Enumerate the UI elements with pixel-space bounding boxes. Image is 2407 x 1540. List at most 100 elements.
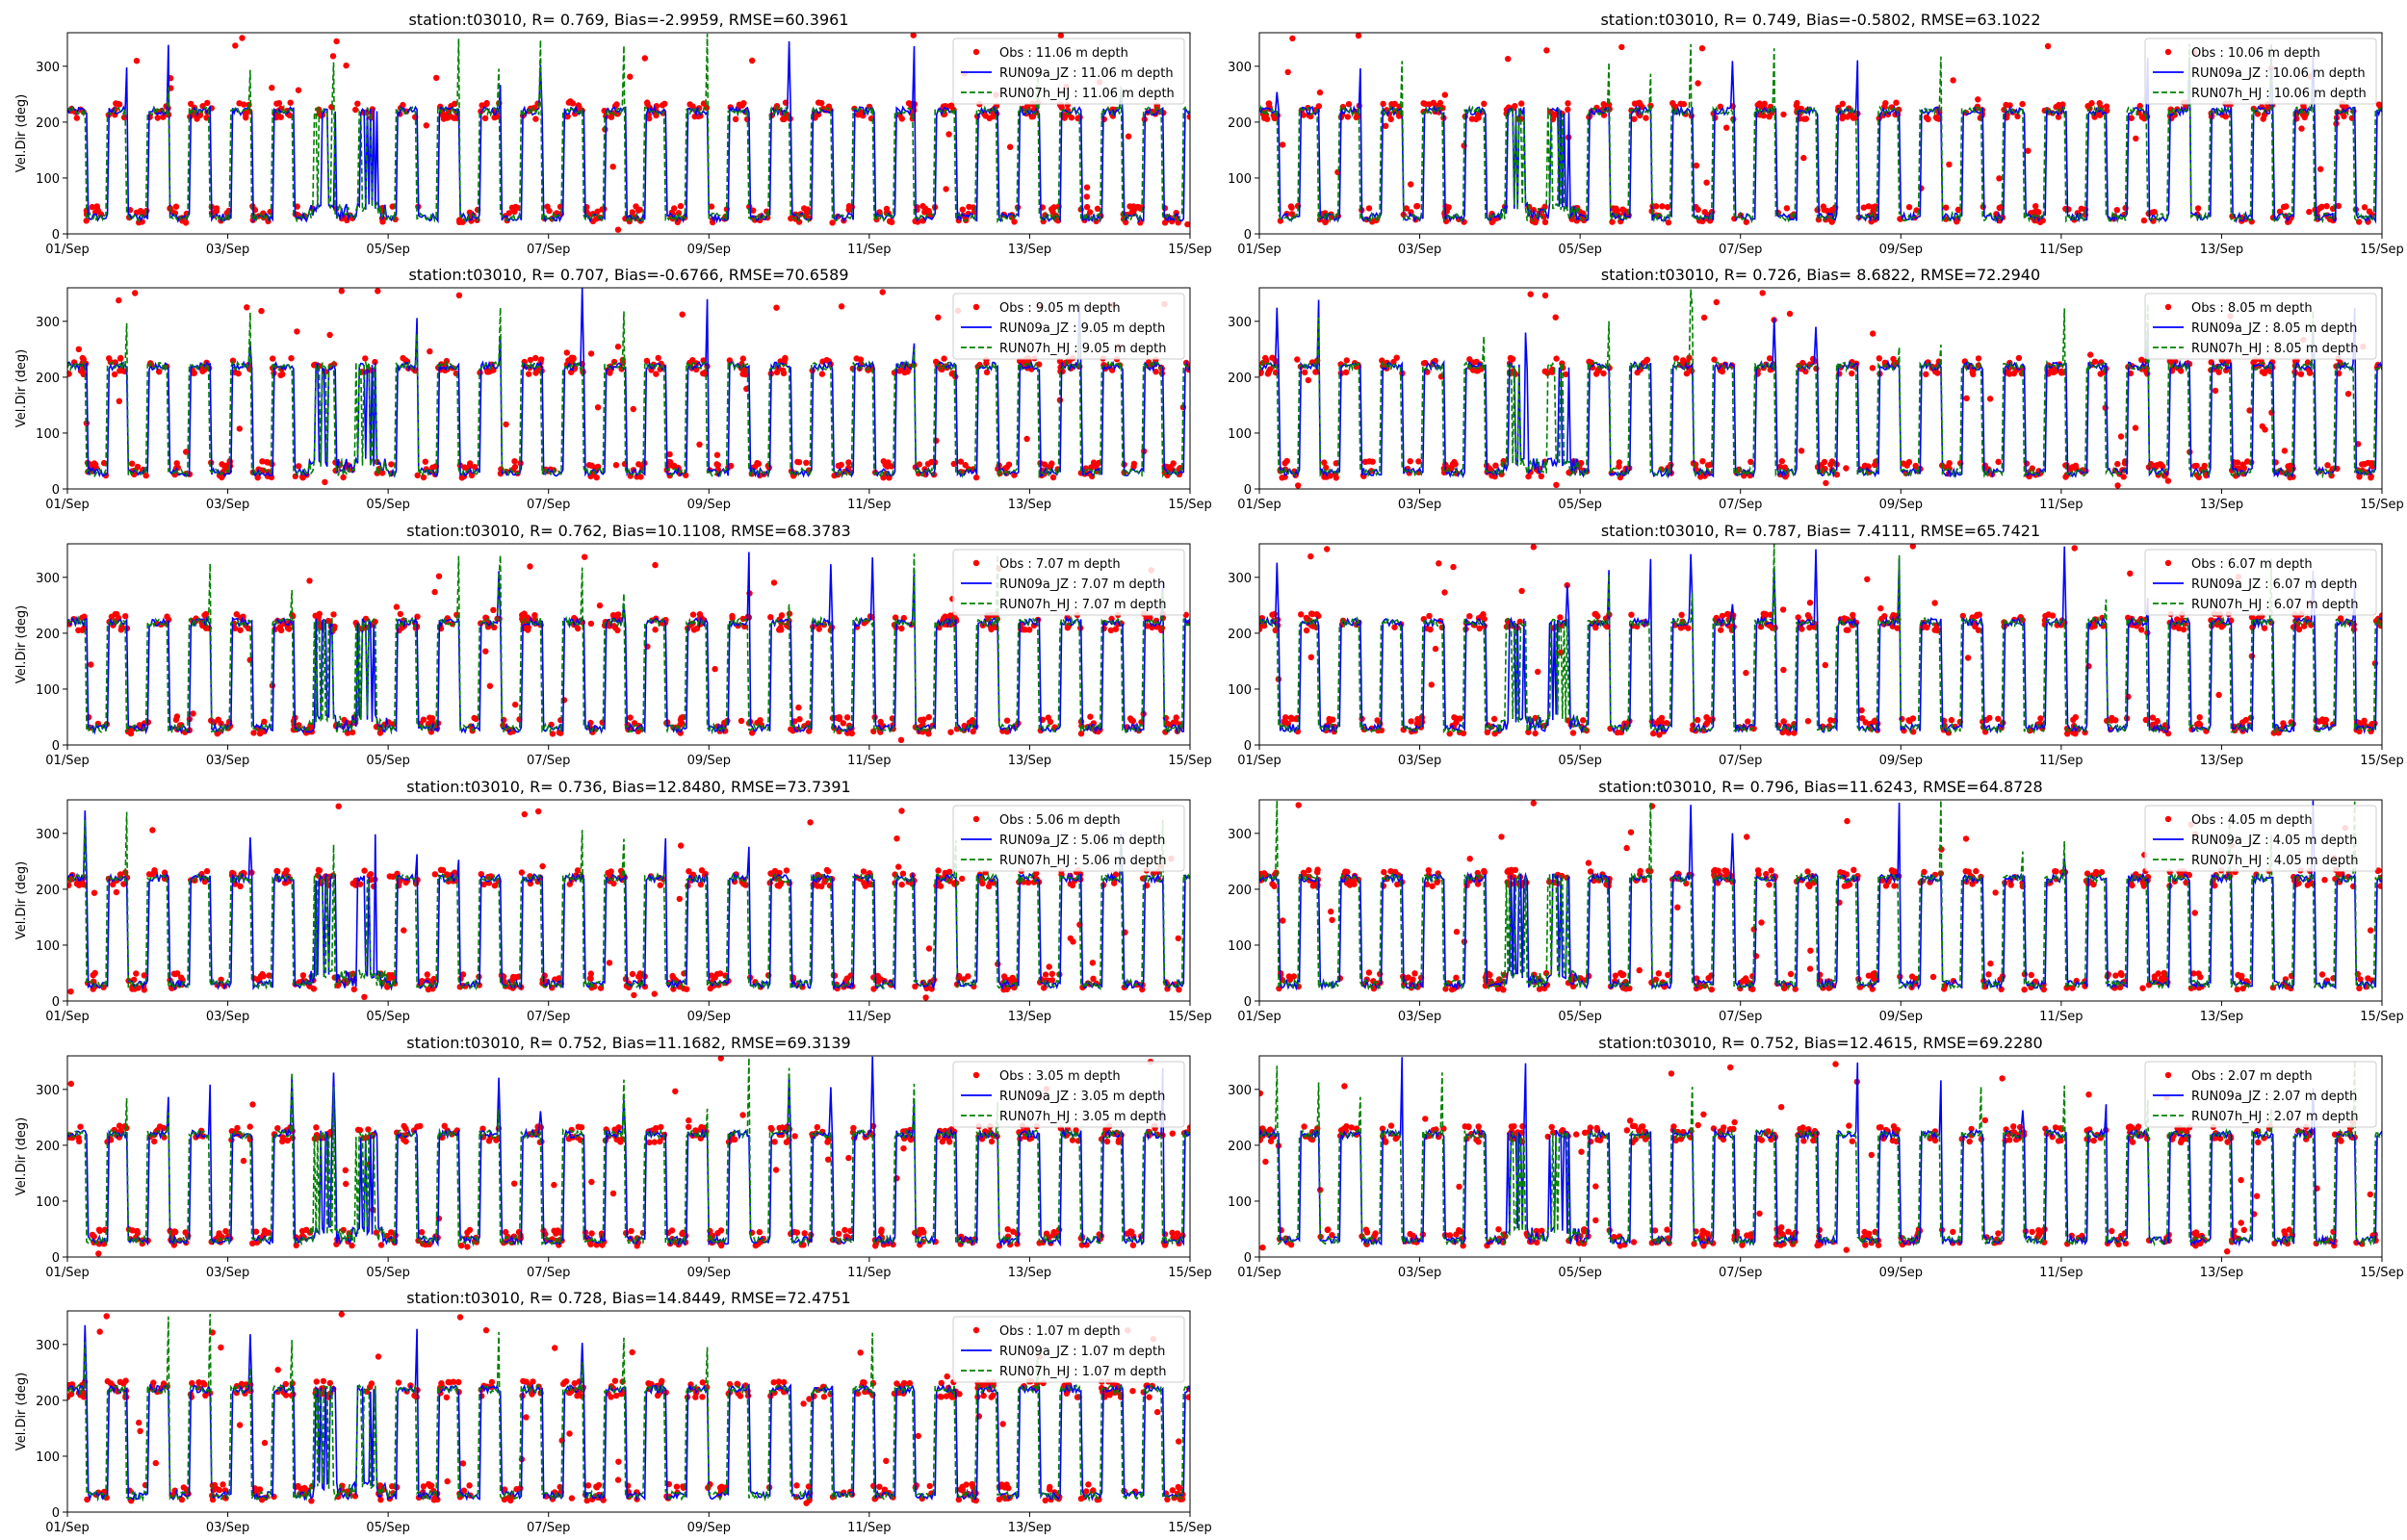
obs-point xyxy=(588,1230,595,1237)
obs-point xyxy=(388,461,395,468)
obs-point xyxy=(240,1157,247,1165)
obs-point xyxy=(897,736,905,743)
obs-point xyxy=(1498,834,1505,840)
obs-point xyxy=(2003,101,2009,109)
obs-point xyxy=(202,610,210,618)
obs-point xyxy=(172,716,180,724)
obs-point xyxy=(427,347,433,355)
obs-point xyxy=(2244,458,2251,465)
y-tick-label: 200 xyxy=(1228,628,1252,642)
legend-marker xyxy=(2164,48,2172,56)
obs-point xyxy=(609,1190,617,1197)
obs-point xyxy=(773,304,780,311)
obs-point xyxy=(288,355,295,362)
obs-point xyxy=(1724,610,1731,618)
obs-point xyxy=(2365,459,2371,467)
obs-point xyxy=(957,458,965,465)
obs-point xyxy=(739,615,747,623)
plot-area xyxy=(67,288,1190,486)
obs-point xyxy=(773,369,781,376)
obs-point xyxy=(1509,355,1516,363)
y-tick-label: 300 xyxy=(36,572,60,586)
obs-point xyxy=(1876,355,1883,362)
obs-point xyxy=(1333,475,1340,481)
obs-point xyxy=(549,731,556,737)
obs-point xyxy=(188,100,194,108)
obs-point xyxy=(67,371,72,377)
obs-point xyxy=(294,328,300,335)
obs-point xyxy=(990,114,996,120)
obs-point xyxy=(1864,576,1871,582)
obs-point xyxy=(330,611,337,618)
obs-point xyxy=(1711,867,1718,875)
obs-point xyxy=(1973,612,1980,619)
obs-point xyxy=(1776,463,1784,471)
obs-point xyxy=(1466,856,1473,862)
obs-point xyxy=(164,613,170,620)
obs-point xyxy=(518,869,526,876)
obs-point xyxy=(1628,611,1635,618)
obs-point xyxy=(2361,204,2368,211)
obs-point xyxy=(1525,473,1532,480)
obs-point xyxy=(2215,691,2222,699)
x-tick-label: 09/Sep xyxy=(687,754,731,768)
obs-point xyxy=(564,113,571,120)
obs-point xyxy=(67,882,72,888)
obs-point xyxy=(1614,729,1621,736)
obs-point xyxy=(1946,161,1953,168)
obs-point xyxy=(1954,218,1960,225)
obs-point xyxy=(1685,625,1692,631)
obs-point xyxy=(666,450,673,458)
y-tick-label: 0 xyxy=(1244,995,1252,1010)
obs-point xyxy=(2140,217,2148,224)
obs-point xyxy=(1365,969,1373,976)
y-tick-label: 0 xyxy=(52,995,60,1010)
obs-point xyxy=(770,579,778,586)
obs-point xyxy=(749,57,756,64)
obs-point xyxy=(899,870,907,877)
obs-point xyxy=(1284,68,1291,76)
obs-point xyxy=(1107,627,1115,634)
obs-point xyxy=(634,728,641,734)
obs-point xyxy=(1551,112,1559,118)
obs-point xyxy=(627,714,634,721)
obs-point xyxy=(1718,627,1724,633)
x-tick-label: 07/Sep xyxy=(527,754,570,768)
obs-point xyxy=(947,729,954,735)
obs-point xyxy=(458,475,465,481)
obs-point xyxy=(895,863,902,870)
subplot-title: station:t03010, R= 0.736, Bias=12.8480, … xyxy=(406,778,850,796)
obs-point xyxy=(1048,970,1056,977)
legend-label: RUN07h_HJ : 8.05 m depth xyxy=(2191,342,2359,356)
obs-point xyxy=(2021,987,2028,993)
obs-point xyxy=(1391,624,1398,630)
y-tick-label: 200 xyxy=(1228,884,1252,898)
obs-point xyxy=(418,1229,426,1236)
obs-point xyxy=(783,1139,790,1145)
obs-point xyxy=(1711,356,1718,363)
obs-point xyxy=(1613,205,1619,212)
obs-point xyxy=(756,1228,764,1236)
obs-point xyxy=(1674,904,1681,911)
obs-point xyxy=(2072,462,2080,469)
obs-point xyxy=(1631,100,1639,107)
obs-point xyxy=(582,553,588,560)
obs-point xyxy=(1492,462,1499,469)
obs-point xyxy=(941,355,947,362)
obs-point xyxy=(1019,358,1026,365)
obs-point xyxy=(900,1145,907,1152)
obs-point xyxy=(239,35,246,41)
obs-point xyxy=(1780,666,1787,674)
obs-point xyxy=(1028,114,1035,120)
obs-point xyxy=(490,606,497,613)
obs-point xyxy=(401,927,407,934)
obs-point xyxy=(879,289,886,295)
obs-point xyxy=(1931,600,1938,606)
obs-point xyxy=(89,203,95,211)
obs-point xyxy=(2225,358,2232,365)
obs-point xyxy=(2191,910,2198,916)
y-tick-label: 100 xyxy=(1228,939,1252,954)
obs-point xyxy=(829,219,836,226)
obs-point xyxy=(133,58,141,64)
obs-point xyxy=(503,1228,509,1236)
